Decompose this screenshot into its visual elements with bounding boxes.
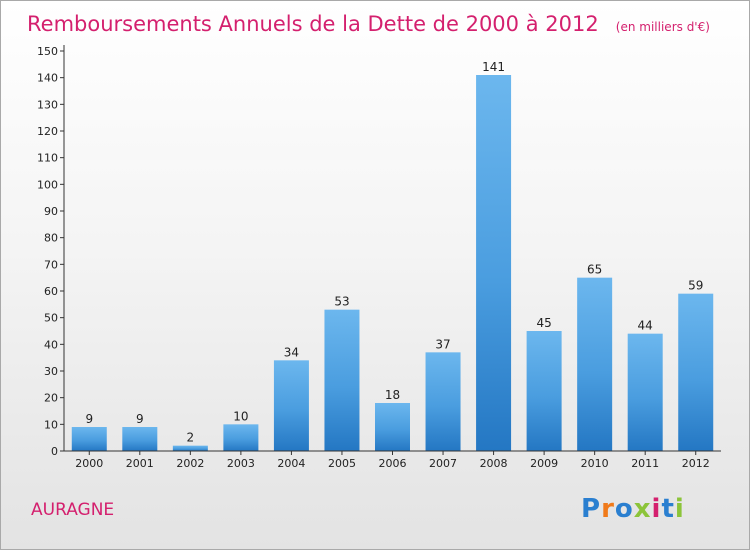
- chart-unit-text: (en milliers d'€): [616, 20, 710, 34]
- y-tick-label: 140: [37, 72, 58, 85]
- bar-2000: [71, 427, 107, 451]
- chart-title-text: Remboursements Annuels de la Dette de 20…: [27, 12, 599, 36]
- bar-2010: [577, 277, 613, 451]
- bar-2004: [273, 360, 309, 451]
- bar-2005: [324, 309, 360, 451]
- value-label-2004: 34: [284, 345, 299, 359]
- y-tick-label: 60: [44, 285, 58, 298]
- proxiti-logo: Proxiti: [581, 494, 685, 524]
- y-tick-label: 10: [44, 418, 58, 431]
- value-label-2006: 18: [385, 388, 400, 402]
- x-axis: 2000 2001 2002 2003 2004 2005 2006 2007 2008 2009…: [75, 451, 710, 470]
- x-tick-label-2007: 2007: [429, 457, 457, 470]
- x-tick-label-2008: 2008: [480, 457, 508, 470]
- y-tick-label: 70: [44, 258, 58, 271]
- value-label-2002: 2: [187, 431, 195, 445]
- y-tick-label: 120: [37, 125, 58, 138]
- x-tick-label-2012: 2012: [682, 457, 710, 470]
- value-label-2000: 9: [85, 412, 93, 426]
- logo-letter: r: [601, 494, 615, 524]
- value-label-2008: 141: [482, 60, 505, 74]
- logo-letter: o: [615, 494, 634, 524]
- bar-2012: [678, 293, 714, 451]
- x-tick-label-2002: 2002: [176, 457, 204, 470]
- y-tick-label: 20: [44, 392, 58, 405]
- y-tick-label: 40: [44, 338, 58, 351]
- x-tick-label-2011: 2011: [631, 457, 659, 470]
- x-tick-label-2004: 2004: [277, 457, 305, 470]
- bar-2009: [526, 331, 562, 451]
- y-tick-label: 90: [44, 205, 58, 218]
- y-tick-label: 50: [44, 312, 58, 325]
- bar-2003: [223, 424, 259, 451]
- bar-2011: [627, 333, 663, 451]
- y-tick-label: 110: [37, 152, 58, 165]
- value-label-2012: 59: [688, 279, 703, 293]
- bar-2001: [122, 427, 158, 451]
- y-tick-label: 130: [37, 98, 58, 111]
- logo-letter: i: [675, 494, 685, 524]
- y-tick-label: 100: [37, 178, 58, 191]
- value-label-2010: 65: [587, 263, 602, 277]
- bar-2007: [425, 352, 461, 451]
- logo-letter: P: [581, 494, 601, 524]
- bars-group: 9 9 2 10 34 53 18 37 141 45 65 44 59: [71, 60, 714, 451]
- bar-2002: [172, 445, 208, 451]
- logo-letter: x: [634, 494, 652, 524]
- value-label-2003: 10: [233, 409, 248, 423]
- y-axis: 0 10 20 30 40 50 60 70 80 90 100 110 120 130 140 150: [37, 45, 64, 458]
- x-tick-label-2010: 2010: [581, 457, 609, 470]
- x-tick-label-2009: 2009: [530, 457, 558, 470]
- y-tick-label: 0: [51, 445, 58, 458]
- commune-name: AURAGNE: [31, 500, 114, 520]
- value-label-2005: 53: [334, 295, 349, 309]
- chart-title: Remboursements Annuels de la Dette de 20…: [27, 12, 710, 36]
- value-label-2001: 9: [136, 412, 144, 426]
- value-label-2007: 37: [435, 337, 450, 351]
- x-tick-label-2000: 2000: [75, 457, 103, 470]
- y-tick-label: 80: [44, 232, 58, 245]
- y-tick-label: 150: [37, 45, 58, 58]
- bar-2006: [375, 403, 410, 451]
- logo-letter: i: [652, 494, 662, 524]
- logo-letter: t: [661, 494, 674, 524]
- x-tick-label-2001: 2001: [126, 457, 154, 470]
- value-label-2009: 45: [536, 316, 551, 330]
- x-tick-label-2003: 2003: [227, 457, 255, 470]
- x-tick-label-2005: 2005: [328, 457, 356, 470]
- x-tick-label-2006: 2006: [379, 457, 407, 470]
- value-label-2011: 44: [638, 319, 653, 333]
- bar-2008: [476, 75, 512, 451]
- y-tick-label: 30: [44, 365, 58, 378]
